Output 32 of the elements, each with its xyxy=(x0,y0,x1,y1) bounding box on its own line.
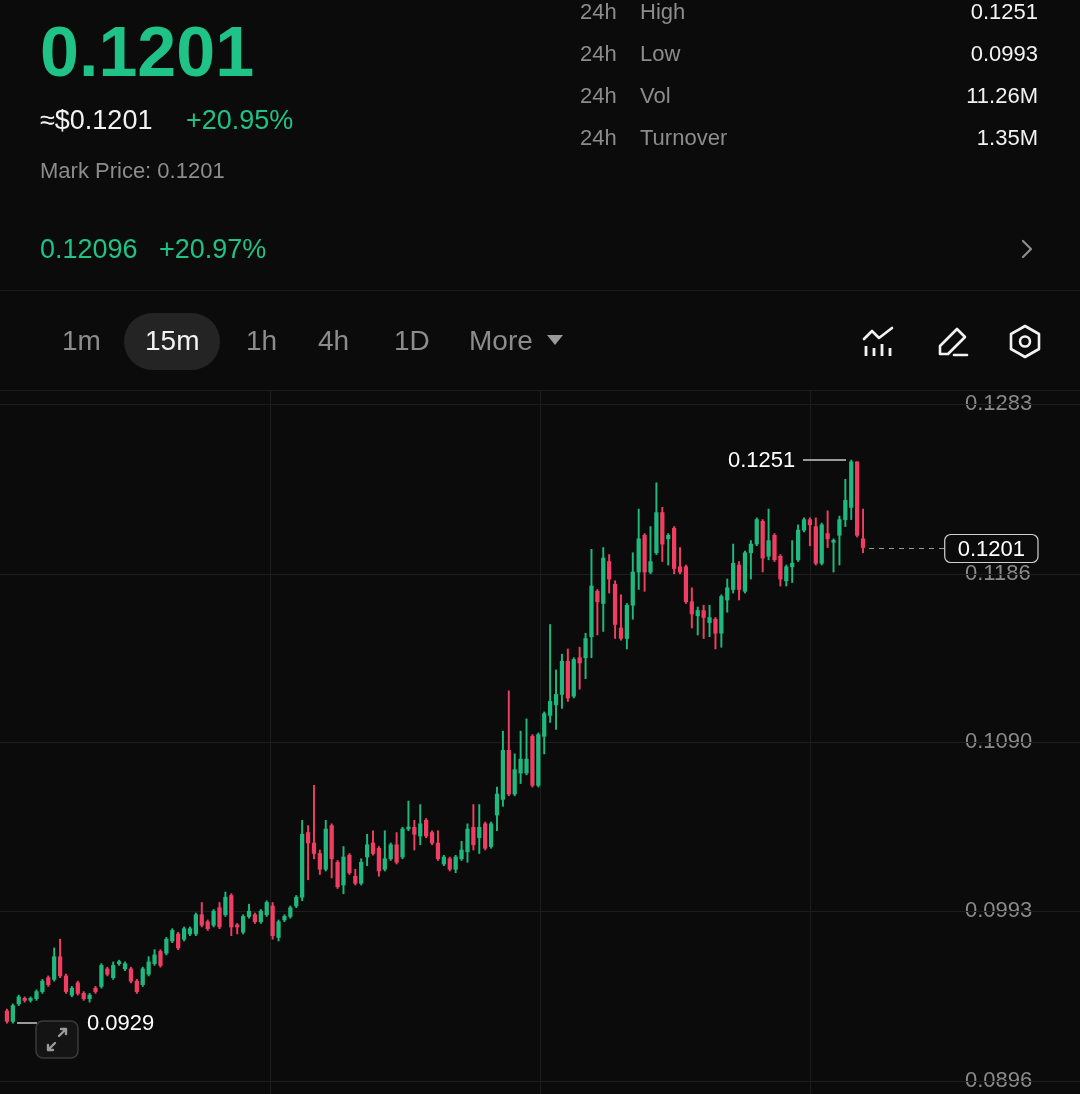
text: High xyxy=(640,0,686,25)
text: 0.1251 xyxy=(970,0,1038,25)
text: Turnover xyxy=(640,125,728,151)
text: ≈$0.1201 xyxy=(40,104,153,135)
y-tick-label: 0.1090 xyxy=(965,727,1033,753)
text: 24h xyxy=(580,41,617,67)
tab: 15m xyxy=(124,312,221,370)
text: +20.95% xyxy=(186,104,294,135)
text: 1.35M xyxy=(976,125,1038,151)
text: Vol xyxy=(640,83,671,109)
text: 1m xyxy=(62,325,101,357)
y-tick-label: 0.0896 xyxy=(965,1066,1033,1092)
text: 24h xyxy=(580,125,617,151)
text: 24h xyxy=(580,0,617,25)
candlestick xyxy=(831,538,836,573)
ref-line-label: 0.1201 xyxy=(957,535,1025,561)
text: Low xyxy=(640,41,681,67)
text: 24h xyxy=(580,83,617,109)
y-tick-label: 0.0993 xyxy=(965,897,1033,923)
chart-title: 0.1201 xyxy=(40,12,255,91)
text: More xyxy=(469,325,533,357)
y-tick-label: 0.1283 xyxy=(965,390,1033,416)
text: 0.12096 xyxy=(40,233,138,264)
text: 4h xyxy=(318,325,350,357)
text: 1D xyxy=(394,325,430,357)
text: 11.26M xyxy=(966,83,1038,109)
annotation: 0.1251 xyxy=(727,447,796,473)
candlestick xyxy=(406,800,411,832)
text: +20.97% xyxy=(159,233,267,264)
annotation: 0.0929 xyxy=(86,1010,155,1036)
text: Mark Price: 0.1201 xyxy=(40,158,225,184)
text: 1h xyxy=(246,325,278,357)
